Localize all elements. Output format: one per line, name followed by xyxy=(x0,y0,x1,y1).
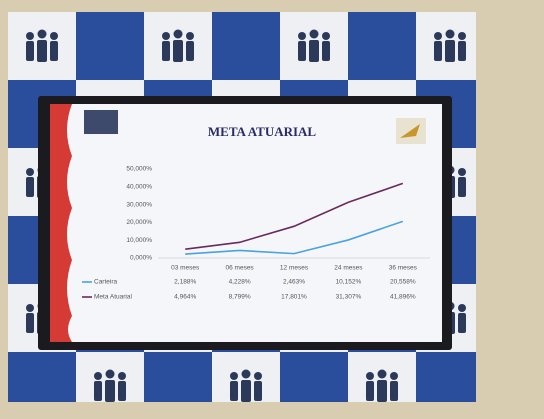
logo xyxy=(84,110,118,134)
table-cell: 20,558% xyxy=(390,279,416,286)
y-tick-label: 10,000% xyxy=(126,237,152,244)
table-cell: 2,463% xyxy=(283,279,305,286)
x-tick-label: 12 meses xyxy=(280,265,309,272)
plot: 0,000% 10,000% 20,000% 30,000% 40,000% 50,000… xyxy=(82,166,430,301)
table-cell: 10,152% xyxy=(336,279,362,286)
y-tick-label: 0,000% xyxy=(130,255,152,262)
red-stripe xyxy=(50,104,72,342)
legend-label: Carteira xyxy=(94,279,118,286)
table-cell: 4,228% xyxy=(229,279,251,286)
series-line xyxy=(185,220,404,255)
x-tick-label: 36 meses xyxy=(389,265,418,272)
y-tick-label: 20,000% xyxy=(126,219,152,226)
table-cell: 41,896% xyxy=(390,294,416,301)
chart-title: META ATUARIAL xyxy=(208,124,317,139)
table-cell: 8,799% xyxy=(229,294,251,301)
icon-shape xyxy=(400,124,420,138)
table-cell: 31,307% xyxy=(336,294,362,301)
x-tick-label: 06 meses xyxy=(226,265,255,272)
legend-label: Meta Atuarial xyxy=(94,294,132,301)
table-cell: 2,188% xyxy=(174,279,196,286)
slide xyxy=(50,104,442,342)
y-tick-label: 50,000% xyxy=(126,166,152,173)
series-line xyxy=(185,182,404,250)
x-tick-label: 24 meses xyxy=(334,265,363,272)
x-tick-label: 03 meses xyxy=(171,265,200,272)
table-cell: 4,964% xyxy=(174,294,196,301)
y-tick-label: 30,000% xyxy=(126,201,152,208)
table-cell: 17,801% xyxy=(281,294,307,301)
y-tick-label: 40,000% xyxy=(126,184,152,191)
